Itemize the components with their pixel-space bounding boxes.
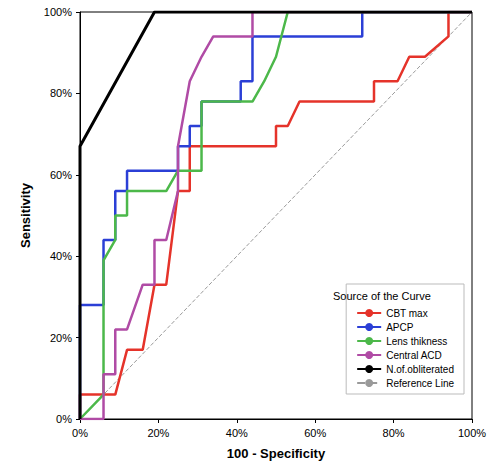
- svg-text:Lens thikness: Lens thikness: [386, 336, 447, 347]
- svg-text:60%: 60%: [50, 169, 72, 181]
- svg-text:100%: 100%: [44, 6, 72, 18]
- svg-text:Sensitivity: Sensitivity: [18, 182, 33, 248]
- svg-text:Reference Line: Reference Line: [386, 378, 454, 389]
- svg-text:40%: 40%: [50, 250, 72, 262]
- svg-text:100%: 100%: [458, 427, 486, 439]
- svg-text:Central ACD: Central ACD: [386, 350, 442, 361]
- svg-text:20%: 20%: [147, 427, 169, 439]
- svg-text:40%: 40%: [226, 427, 248, 439]
- svg-text:Source of the Curve: Source of the Curve: [333, 290, 431, 302]
- svg-text:0%: 0%: [56, 413, 72, 425]
- svg-text:80%: 80%: [383, 427, 405, 439]
- svg-text:0%: 0%: [72, 427, 88, 439]
- svg-text:APCP: APCP: [386, 322, 414, 333]
- svg-text:80%: 80%: [50, 87, 72, 99]
- svg-text:CBT max: CBT max: [386, 308, 428, 319]
- svg-text:100 - Specificity: 100 - Specificity: [227, 446, 326, 461]
- svg-text:N.of.obliterated: N.of.obliterated: [386, 364, 454, 375]
- svg-text:60%: 60%: [304, 427, 326, 439]
- svg-text:20%: 20%: [50, 332, 72, 344]
